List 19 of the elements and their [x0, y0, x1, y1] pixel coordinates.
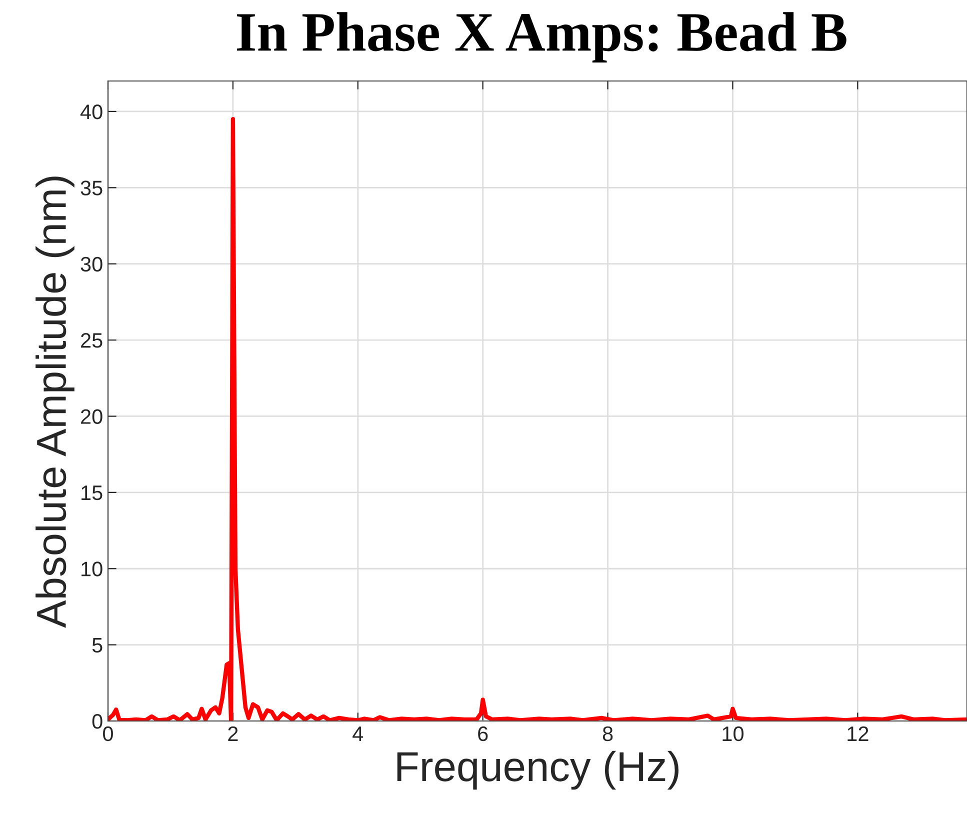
- y-tick-label: 10: [82, 562, 102, 576]
- x-tick-label: 4: [352, 726, 364, 741]
- y-tick-label: 15: [82, 486, 102, 500]
- y-axis-title: Absolute Amplitude (nm): [36, 176, 74, 628]
- x-tick-label: 2: [228, 726, 238, 741]
- x-tick-label: 8: [602, 726, 613, 742]
- y-tick-label: 30: [80, 256, 102, 272]
- chart-title: In Phase X Amps: Bead B: [237, 12, 846, 62]
- x-tick-label: 6: [478, 726, 488, 742]
- x-tick-label: 10: [722, 726, 744, 742]
- y-tick-label: 5: [92, 638, 102, 653]
- x-axis-title: Frequency (Hz): [397, 750, 678, 790]
- x-tick-label: 0: [103, 726, 113, 742]
- y-tick-label: 0: [92, 714, 102, 729]
- y-tick-label: 25: [81, 333, 102, 348]
- y-tick-label: 20: [81, 409, 102, 424]
- y-tick-label: 40: [80, 104, 102, 120]
- x-tick-label: 12: [848, 726, 868, 741]
- y-tick-label: 35: [80, 180, 102, 196]
